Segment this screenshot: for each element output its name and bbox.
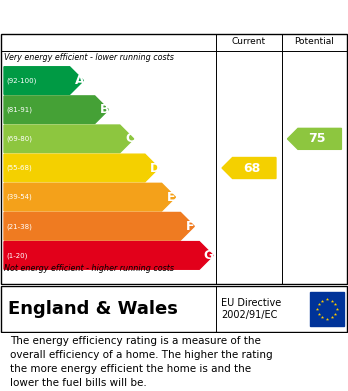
Text: (21-38): (21-38) — [6, 223, 32, 230]
Polygon shape — [4, 96, 109, 124]
Text: 68: 68 — [243, 161, 260, 174]
Polygon shape — [4, 183, 175, 211]
Text: (69-80): (69-80) — [6, 136, 32, 142]
Text: Potential: Potential — [294, 38, 334, 47]
Polygon shape — [4, 212, 194, 240]
Bar — [310, 292, 344, 326]
Text: (55-68): (55-68) — [6, 165, 32, 171]
Polygon shape — [4, 242, 213, 269]
Text: 75: 75 — [308, 133, 326, 145]
Text: Current: Current — [232, 38, 266, 47]
Text: B: B — [100, 103, 109, 116]
Text: (92-100): (92-100) — [6, 77, 37, 84]
Text: (81-91): (81-91) — [6, 106, 32, 113]
Text: (1-20): (1-20) — [6, 252, 27, 259]
Text: F: F — [186, 220, 195, 233]
Text: G: G — [204, 249, 214, 262]
Text: Not energy efficient - higher running costs: Not energy efficient - higher running co… — [4, 264, 174, 273]
Text: A: A — [74, 74, 84, 87]
Polygon shape — [4, 67, 84, 94]
Text: The energy efficiency rating is a measure of the
overall efficiency of a home. T: The energy efficiency rating is a measur… — [10, 336, 273, 388]
Text: (39-54): (39-54) — [6, 194, 32, 201]
Polygon shape — [222, 158, 276, 178]
Text: Very energy efficient - lower running costs: Very energy efficient - lower running co… — [4, 53, 174, 62]
Polygon shape — [4, 125, 134, 152]
Text: England & Wales: England & Wales — [8, 300, 178, 318]
Polygon shape — [4, 154, 159, 182]
Polygon shape — [287, 128, 341, 149]
Text: EU Directive
2002/91/EC: EU Directive 2002/91/EC — [221, 298, 281, 320]
Text: C: C — [125, 133, 134, 145]
Text: D: D — [150, 161, 160, 174]
Text: E: E — [167, 191, 176, 204]
Text: Energy Efficiency Rating: Energy Efficiency Rating — [10, 9, 232, 24]
